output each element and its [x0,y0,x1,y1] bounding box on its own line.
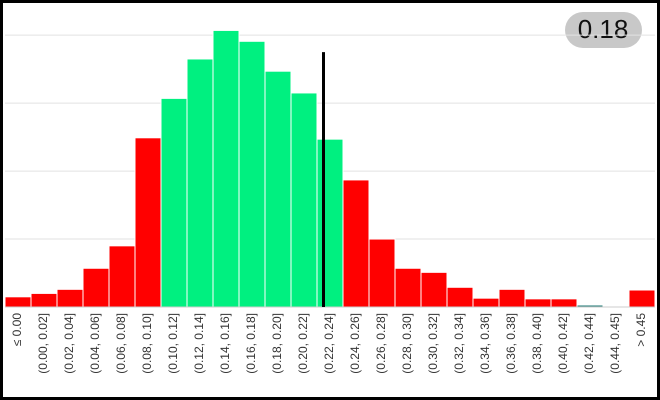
bar [394,267,422,308]
badge-bg [565,12,642,48]
bar [524,298,552,308]
bar [368,238,396,308]
x-tick-label: (0.40, 0.42] [556,313,570,374]
x-tick-label: (0.00, 0.02] [36,313,50,374]
x-tick-label: (0.26, 0.28] [374,313,388,374]
x-tick-label: (0.10, 0.12] [166,313,180,374]
bar [342,179,370,308]
x-tick-label: (0.32, 0.34] [452,313,466,374]
x-tick-label: (0.12, 0.14] [192,313,206,374]
bar [264,70,292,308]
x-tick-label: (0.28, 0.30] [400,313,414,374]
x-tick-label: (0.22, 0.24] [322,313,336,374]
x-tick-label: (0.06, 0.08] [114,313,128,374]
x-tick-label: (0.14, 0.16] [218,313,232,374]
bar [134,137,162,308]
bar [472,297,500,308]
x-tick-label: (0.08, 0.10] [140,313,154,374]
bar [290,92,318,308]
x-tick-label: (0.36, 0.38] [504,313,518,374]
bar [4,296,32,308]
x-tick-label: (0.02, 0.04] [62,313,76,374]
x-tick-label: (0.04, 0.06] [88,313,102,374]
bar [186,58,214,308]
x-tick-label: (0.30, 0.32] [426,313,440,374]
x-tick-label: (0.16, 0.18] [244,313,258,374]
bar [446,286,474,308]
bar [56,288,84,308]
x-tick-label: ≤ 0.00 [10,313,24,347]
bar [238,40,266,308]
x-tick-label: (0.20, 0.22] [296,313,310,374]
bar [550,298,578,308]
x-tick-label: (0.38, 0.40] [530,313,544,374]
bar [316,138,344,308]
badge: 0.18 [578,14,629,44]
bar [108,245,136,308]
bar [82,267,110,308]
x-tick-label: (0.44, 0.45] [608,313,622,374]
bar [160,97,188,308]
bar [498,288,526,308]
bar [628,289,656,308]
x-tick-label: (0.24, 0.26] [348,313,362,374]
bar [30,292,58,308]
x-tick-label: (0.18, 0.20] [270,313,284,374]
bar [212,29,240,308]
bar [420,271,448,308]
x-tick-label: (0.34, 0.36] [478,313,492,374]
x-tick-label: (0.42, 0.44] [582,313,596,374]
x-tick-label: > 0.45 [634,313,648,347]
